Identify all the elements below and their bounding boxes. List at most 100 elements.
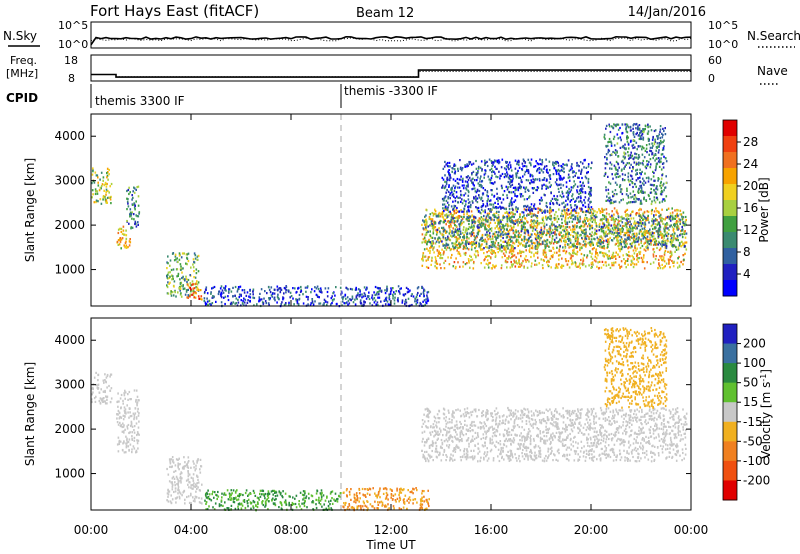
range-gate-cell	[501, 158, 504, 161]
range-gate-cell	[580, 209, 582, 212]
range-gate-cell	[629, 192, 632, 195]
range-gate-cell	[468, 259, 470, 262]
range-gate-cell	[468, 160, 470, 164]
range-gate-cell	[492, 265, 495, 268]
range-gate-cell	[472, 170, 475, 173]
range-gate-cell	[570, 186, 573, 189]
range-gate-cell	[664, 218, 666, 221]
range-gate-cell	[602, 225, 605, 228]
range-gate-cell	[660, 219, 662, 222]
range-gate-cell	[521, 221, 523, 224]
range-gate-cell	[566, 203, 569, 206]
noise-right-tick-bottom: 10^0	[708, 38, 738, 51]
range-gate-cell	[397, 297, 399, 300]
range-gate-cell	[540, 169, 543, 172]
range-gate-cell	[586, 225, 589, 228]
range-gate-cell	[198, 288, 200, 292]
range-gate-cell	[525, 242, 527, 245]
range-gate-cell	[567, 196, 569, 199]
range-gate-cell	[626, 137, 628, 140]
range-gate-cell	[613, 231, 616, 235]
range-gate-cell	[622, 162, 625, 165]
range-gate-cell	[549, 227, 552, 230]
range-gate-cell	[516, 218, 519, 222]
range-gate-cell	[515, 172, 517, 175]
range-gate-cell	[586, 256, 588, 259]
range-gate-cell	[601, 251, 604, 255]
range-gate-cell	[459, 221, 462, 224]
range-gate-cell	[570, 189, 573, 192]
range-gate-cell	[584, 265, 587, 268]
range-gate-cell	[644, 191, 646, 194]
range-gate-cell	[546, 229, 548, 232]
range-gate-cell	[422, 259, 424, 262]
range-gate-cell	[647, 248, 649, 251]
range-gate-cell	[108, 168, 110, 172]
range-gate-cell	[614, 261, 617, 264]
range-gate-cell	[637, 223, 640, 226]
range-gate-cell	[667, 207, 670, 210]
range-gate-cell	[471, 219, 473, 222]
range-gate-cell	[487, 229, 490, 232]
range-gate-cell	[541, 199, 543, 202]
range-gate-cell	[455, 240, 458, 243]
range-gate-cell	[506, 260, 509, 264]
range-gate-cell	[458, 216, 460, 219]
range-gate-cell	[638, 251, 640, 254]
range-gate-cell	[600, 239, 603, 243]
range-gate-cell	[364, 301, 366, 304]
range-gate-cell	[451, 232, 453, 235]
range-gate-cell	[591, 214, 594, 217]
range-gate-cell	[193, 276, 195, 279]
range-gate-cell	[471, 225, 473, 228]
range-gate-cell	[463, 238, 465, 241]
range-gate-cell	[422, 291, 425, 294]
range-gate-cell	[528, 161, 531, 164]
range-gate-cell	[307, 296, 309, 299]
range-gate-cell	[680, 229, 682, 233]
range-gate-cell	[195, 286, 197, 289]
range-gate-cell	[530, 222, 533, 226]
range-gate-cell	[664, 224, 666, 227]
range-gate-cell	[475, 159, 477, 163]
range-gate-cell	[444, 180, 446, 183]
range-gate-cell	[508, 205, 510, 208]
range-gate-cell	[553, 161, 556, 165]
range-gate-cell	[502, 214, 505, 217]
range-gate-cell	[621, 132, 623, 135]
range-gate-cell	[192, 283, 194, 286]
range-gate-cell	[533, 165, 535, 168]
range-gate-cell	[635, 133, 637, 136]
range-gate-cell	[534, 242, 536, 245]
range-gate-cell	[593, 246, 595, 250]
range-gate-cell	[451, 221, 453, 224]
range-gate-cell	[520, 220, 523, 223]
range-gate-cell	[189, 295, 191, 298]
range-gate-cell	[569, 253, 572, 256]
range-gate-cell	[671, 216, 674, 219]
range-gate-cell	[665, 245, 668, 248]
range-gate-cell	[559, 226, 562, 230]
range-gate-cell	[629, 246, 632, 249]
range-gate-cell	[478, 245, 480, 248]
range-gate-cell	[666, 237, 669, 240]
range-gate-cell	[655, 187, 657, 190]
range-gate-cell	[457, 232, 459, 235]
range-gate-cell	[279, 291, 282, 294]
range-gate-cell	[655, 213, 657, 216]
range-gate-cell	[495, 175, 497, 178]
range-gate-cell	[575, 237, 577, 240]
range-gate-cell	[493, 244, 496, 247]
range-gate-cell	[500, 184, 503, 187]
range-gate-cell	[507, 238, 510, 242]
range-gate-cell	[127, 246, 129, 249]
range-gate-cell	[411, 293, 413, 296]
range-gate-cell	[627, 234, 629, 237]
range-gate-cell	[661, 233, 664, 236]
range-gate-cell	[612, 195, 614, 198]
range-gate-cell	[564, 243, 566, 246]
range-gate-cell	[436, 231, 439, 234]
nave-tick-top: 60	[708, 54, 722, 67]
range-gate-cell	[128, 192, 130, 196]
range-gate-cell	[609, 215, 611, 218]
